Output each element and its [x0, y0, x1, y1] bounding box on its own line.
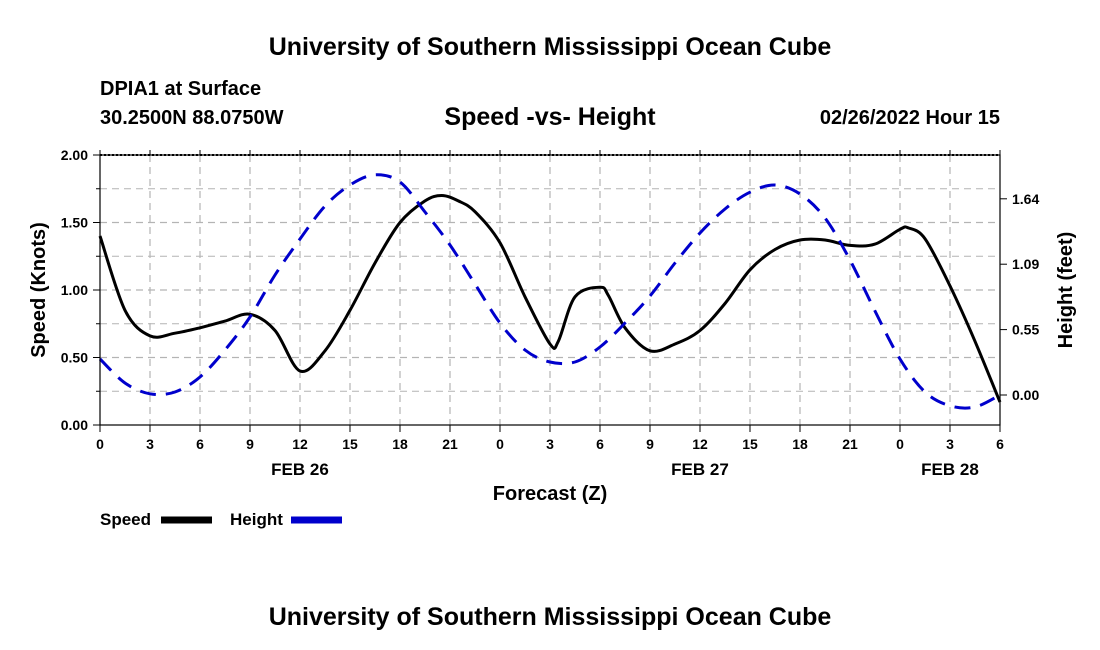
x-tick-label: 0: [896, 436, 904, 452]
y2-axis-title: Height (feet): [1055, 232, 1077, 349]
station-name: DPIA1 at Surface: [100, 78, 261, 100]
x-tick-label: 3: [946, 436, 954, 452]
x-tick-label: 3: [146, 436, 154, 452]
legend: Speed Height: [100, 510, 342, 529]
y-tick-label: 1.50: [61, 215, 88, 231]
x-tick-label: 9: [246, 436, 254, 452]
x-tick-label: 3: [546, 436, 554, 452]
date-label: FEB 28: [921, 460, 979, 479]
station-location: 30.2500N 88.0750W: [100, 107, 284, 129]
date-label: FEB 26: [271, 460, 329, 479]
x-tick-label: 0: [496, 436, 504, 452]
y-tick-label: 2.00: [61, 147, 88, 163]
series-line-speed: [98, 194, 1002, 403]
y-axis-title: Speed (Knots): [28, 222, 50, 358]
y-tick-label: 0.00: [61, 417, 88, 433]
y-tick-label: 0.50: [61, 350, 88, 366]
y-tick-labels: 0.00 0.50 1.00 1.50 2.00: [61, 147, 88, 433]
y-tick-label: 1.00: [61, 282, 88, 298]
x-tick-label: 12: [292, 436, 308, 452]
legend-label-speed: Speed: [100, 510, 151, 529]
y2-tick-label: 1.64: [1012, 191, 1039, 207]
x-tick-label: 6: [596, 436, 604, 452]
y2-tick-labels: 0.00 0.55 1.09 1.64: [1012, 191, 1039, 403]
x-tick-label: 12: [692, 436, 708, 452]
y2-tick-label: 0.55: [1012, 322, 1039, 338]
forecast-datetime: 02/26/2022 Hour 15: [820, 107, 1000, 129]
y2-tick-label: 1.09: [1012, 256, 1039, 272]
tick-marks: [93, 150, 1007, 432]
x-tick-label: 21: [442, 436, 458, 452]
x-tick-label: 15: [342, 436, 358, 452]
x-tick-label: 6: [196, 436, 204, 452]
y2-tick-label: 0.00: [1012, 387, 1039, 403]
footer-title: University of Southern Mississippi Ocean…: [269, 603, 832, 631]
x-tick-label: 18: [392, 436, 408, 452]
x-tick-label: 18: [792, 436, 808, 452]
page-title: University of Southern Mississippi Ocean…: [269, 33, 832, 61]
x-tick-label: 21: [842, 436, 858, 452]
x-tick-label: 0: [96, 436, 104, 452]
series-layer: [98, 173, 1002, 410]
x-axis-title: Forecast (Z): [493, 483, 607, 505]
x-tick-label: 15: [742, 436, 758, 452]
x-tick-labels: 0 3 6 9 12 15 18 21 0 3 6 9 12 15 18 21 0 3 6: [96, 436, 1004, 452]
series-line-height: [98, 173, 1001, 410]
x-tick-label: 9: [646, 436, 654, 452]
legend-label-height: Height: [230, 510, 283, 529]
date-label: FEB 27: [671, 460, 729, 479]
date-labels: FEB 26 FEB 27 FEB 28: [271, 460, 979, 479]
grid-lines: [100, 155, 1000, 425]
chart-title: Speed -vs- Height: [444, 103, 656, 131]
x-tick-label: 6: [996, 436, 1004, 452]
